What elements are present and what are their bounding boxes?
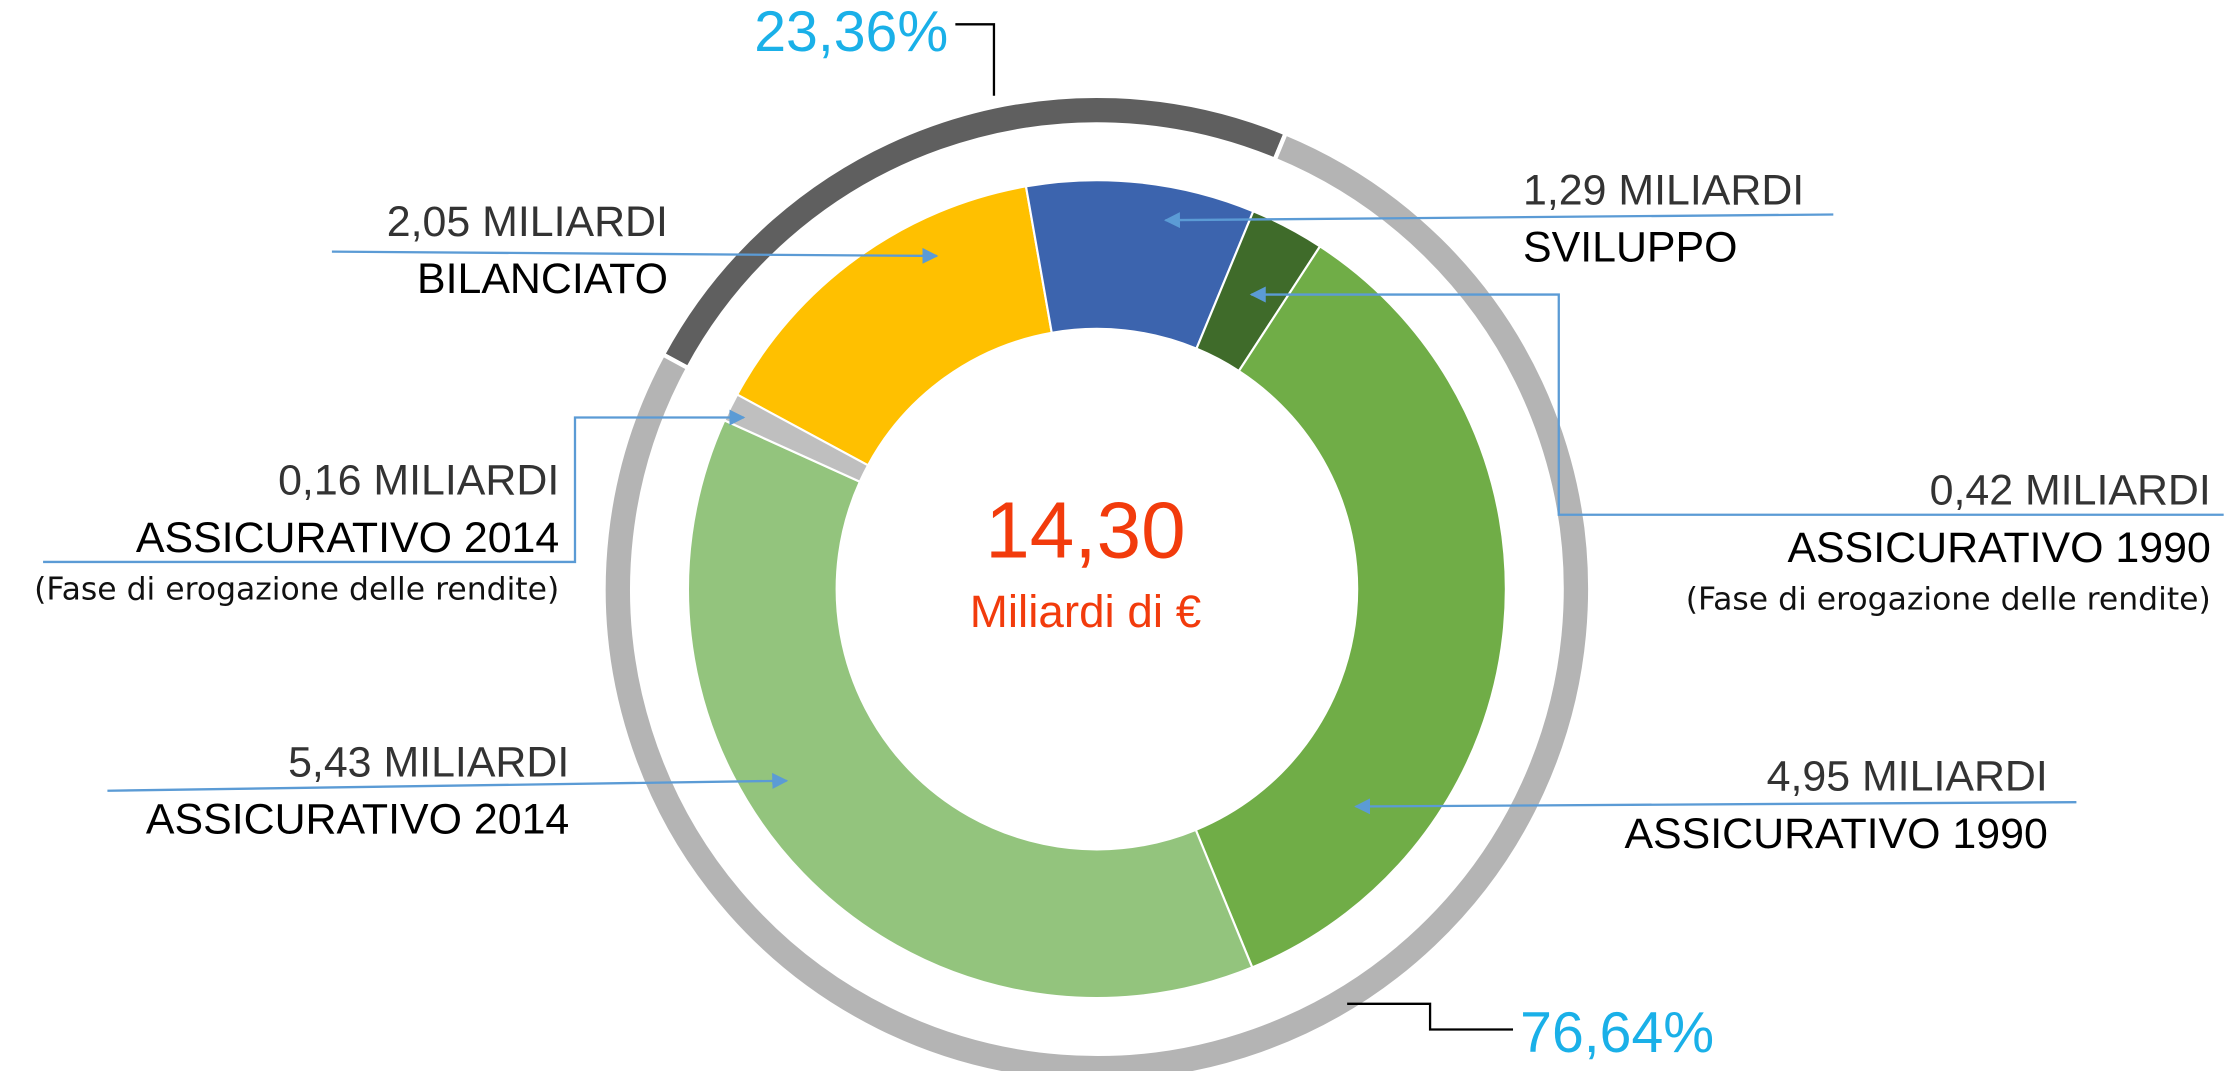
leader-line bbox=[107, 772, 789, 792]
category-label: ASSICURATIVO 2014 bbox=[136, 514, 559, 562]
value-label: 2,05 MILIARDI bbox=[387, 198, 668, 246]
value-label: 0,42 MILIARDI bbox=[1930, 467, 2211, 515]
category-label: ASSICURATIVO 1990 bbox=[1624, 810, 2047, 858]
leader-line bbox=[43, 409, 746, 564]
category-label: ASSICURATIVO 1990 bbox=[1787, 524, 2210, 572]
donut-segment bbox=[1194, 244, 1507, 969]
donut-segment bbox=[722, 393, 870, 484]
rings bbox=[601, 93, 1593, 1071]
total-unit: Miliardi di € bbox=[970, 586, 1201, 637]
leader-line bbox=[1163, 212, 1834, 229]
leader-line bbox=[955, 23, 996, 96]
category-note: (Fase di erogazione delle rendite) bbox=[34, 572, 559, 608]
percent-label: 76,64% bbox=[1520, 1001, 1714, 1065]
category-label: BILANCIATO bbox=[417, 255, 668, 303]
leader-line bbox=[1347, 1002, 1514, 1031]
category-label: SVILUPPO bbox=[1523, 224, 1737, 272]
value-label: 0,16 MILIARDI bbox=[278, 457, 559, 505]
leader-line bbox=[1354, 798, 2077, 815]
percent-label: 23,36% bbox=[754, 0, 948, 64]
total-value: 14,30 bbox=[985, 485, 1185, 574]
leader-line bbox=[1249, 286, 2224, 516]
value-label: 5,43 MILIARDI bbox=[288, 738, 569, 786]
leader-line bbox=[331, 247, 939, 264]
donut-segment bbox=[601, 130, 1593, 1071]
value-label: 1,29 MILIARDI bbox=[1523, 166, 1804, 214]
category-label: ASSICURATIVO 2014 bbox=[146, 796, 569, 844]
donut-segment bbox=[686, 418, 1254, 1000]
category-note: (Fase di erogazione delle rendite) bbox=[1686, 582, 2211, 618]
value-label: 4,95 MILIARDI bbox=[1767, 753, 2048, 801]
